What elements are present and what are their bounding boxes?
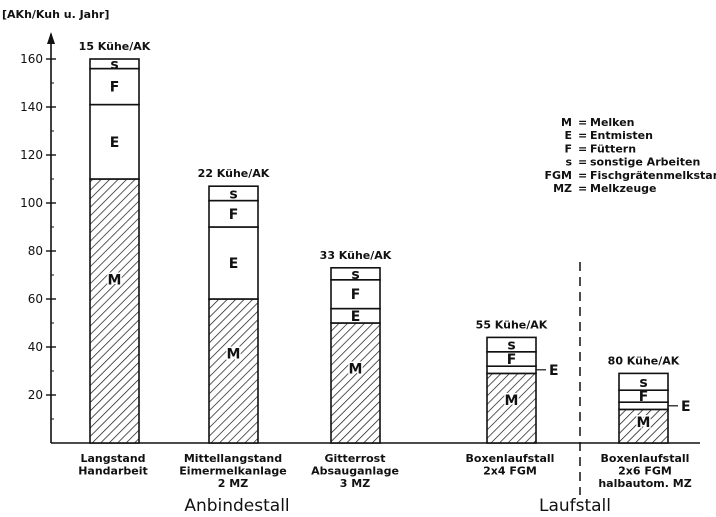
bar-3: M EFs 33 Kühe/AK [320,249,392,444]
category-label: halbautom. MZ [598,477,691,490]
category-label: 3 MZ [340,477,370,490]
segment-label: M [505,393,519,409]
segment-M [618,408,669,444]
segment-label: E [351,309,361,325]
segment-F [330,278,381,310]
legend-key: s [565,156,572,169]
segment-label: F [351,287,361,303]
segment-label: F [639,389,649,405]
segment-label: F [507,352,517,368]
segment-label: E [549,363,559,379]
legend-equals: = [578,156,587,169]
legend-label: Entmisten [590,129,653,142]
category-label: 2 MZ [218,477,248,490]
legend-label: Melkzeuge [590,182,657,195]
legend-equals: = [578,169,587,182]
y-tick-label: 60 [28,292,43,306]
bar-1: M E Fs 15 Kühe/AK [79,40,151,444]
segment-label: E [681,399,691,415]
y-tick-label: 140 [20,100,43,114]
segment-label: s [639,375,647,391]
legend-equals: = [578,116,587,129]
y-tick-label: 80 [28,244,43,258]
y-tick-label: 20 [28,388,43,402]
segment-label: F [110,80,120,96]
segment-s [89,58,140,70]
y-tick-label: 120 [20,148,43,162]
legend-key: F [564,142,572,155]
segment-label: s [229,186,237,202]
y-axis-label: [AKh/Kuh u. Jahr] [2,8,109,21]
segment-label: M [108,272,122,288]
legend-label: Füttern [590,142,636,155]
segment-F [208,199,259,228]
bar-top-label: 55 Kühe/AK [476,318,548,331]
segment-label: F [229,207,239,223]
segment-s [486,336,537,353]
bar-5: M E Fs 80 Kühe/AK [608,354,691,444]
bar-top-label: 33 Kühe/AK [320,249,392,262]
legend-equals: = [578,129,587,142]
category-label: Langstand [80,452,145,465]
category-label: Mittellangstand [184,452,282,465]
segment-label: E [110,135,120,151]
legend-key: E [564,129,572,142]
y-tick-label: 100 [20,196,43,210]
category-label: Boxenlaufstall [466,452,555,465]
category-label: Absauganlage [311,465,399,478]
bar-top-label: 15 Kühe/AK [79,40,151,53]
legend-key: MZ [553,182,572,195]
legend-label: Melken [590,116,635,129]
axes: 20 40 60 80 100 120 140 160 [20,32,700,495]
category-label: 2x4 FGM [483,465,537,478]
bar-4: M E Fs 55 Kühe/AK [476,318,559,444]
segment-label: E [229,256,239,272]
segment-label: s [351,267,359,283]
segment-M [208,298,259,444]
segment-label: s [110,57,118,73]
segment-s [330,266,381,281]
category-label: Eimermelkanlage [179,465,286,478]
segment-M [330,322,381,444]
category-label: Gitterrost [325,452,386,465]
segment-s [208,185,259,202]
segment-s [618,372,669,391]
bar-top-label: 22 Kühe/AK [198,167,270,180]
group-labels: Anbindestall Laufstall [184,496,611,516]
legend-key: M [561,116,572,129]
group-label: Anbindestall [184,496,289,516]
category-label: Boxenlaufstall [601,452,690,465]
segment-M [89,178,140,444]
category-label: Handarbeit [78,465,148,478]
legend-label: sonstige Arbeiten [590,156,700,169]
segment-label: M [349,362,363,378]
segment-label: M [227,347,241,363]
legend-key: FGM [545,169,573,182]
group-label: Laufstall [539,496,611,516]
y-tick-label: 160 [20,52,43,66]
y-axis-arrow [47,32,55,44]
bar-top-label: 80 Kühe/AK [608,354,680,367]
legend-equals: = [578,182,587,195]
category-label: 2x6 FGM [618,465,672,478]
y-tick-label: 40 [28,340,43,354]
segment-label: s [507,338,515,354]
legend-label: Fischgrätenmelkstand [590,169,716,182]
bar-2: M E Fs 22 Kühe/AK [198,167,270,444]
legend-equals: = [578,142,587,155]
segment-M [486,372,537,444]
segment-label: M [637,415,651,431]
